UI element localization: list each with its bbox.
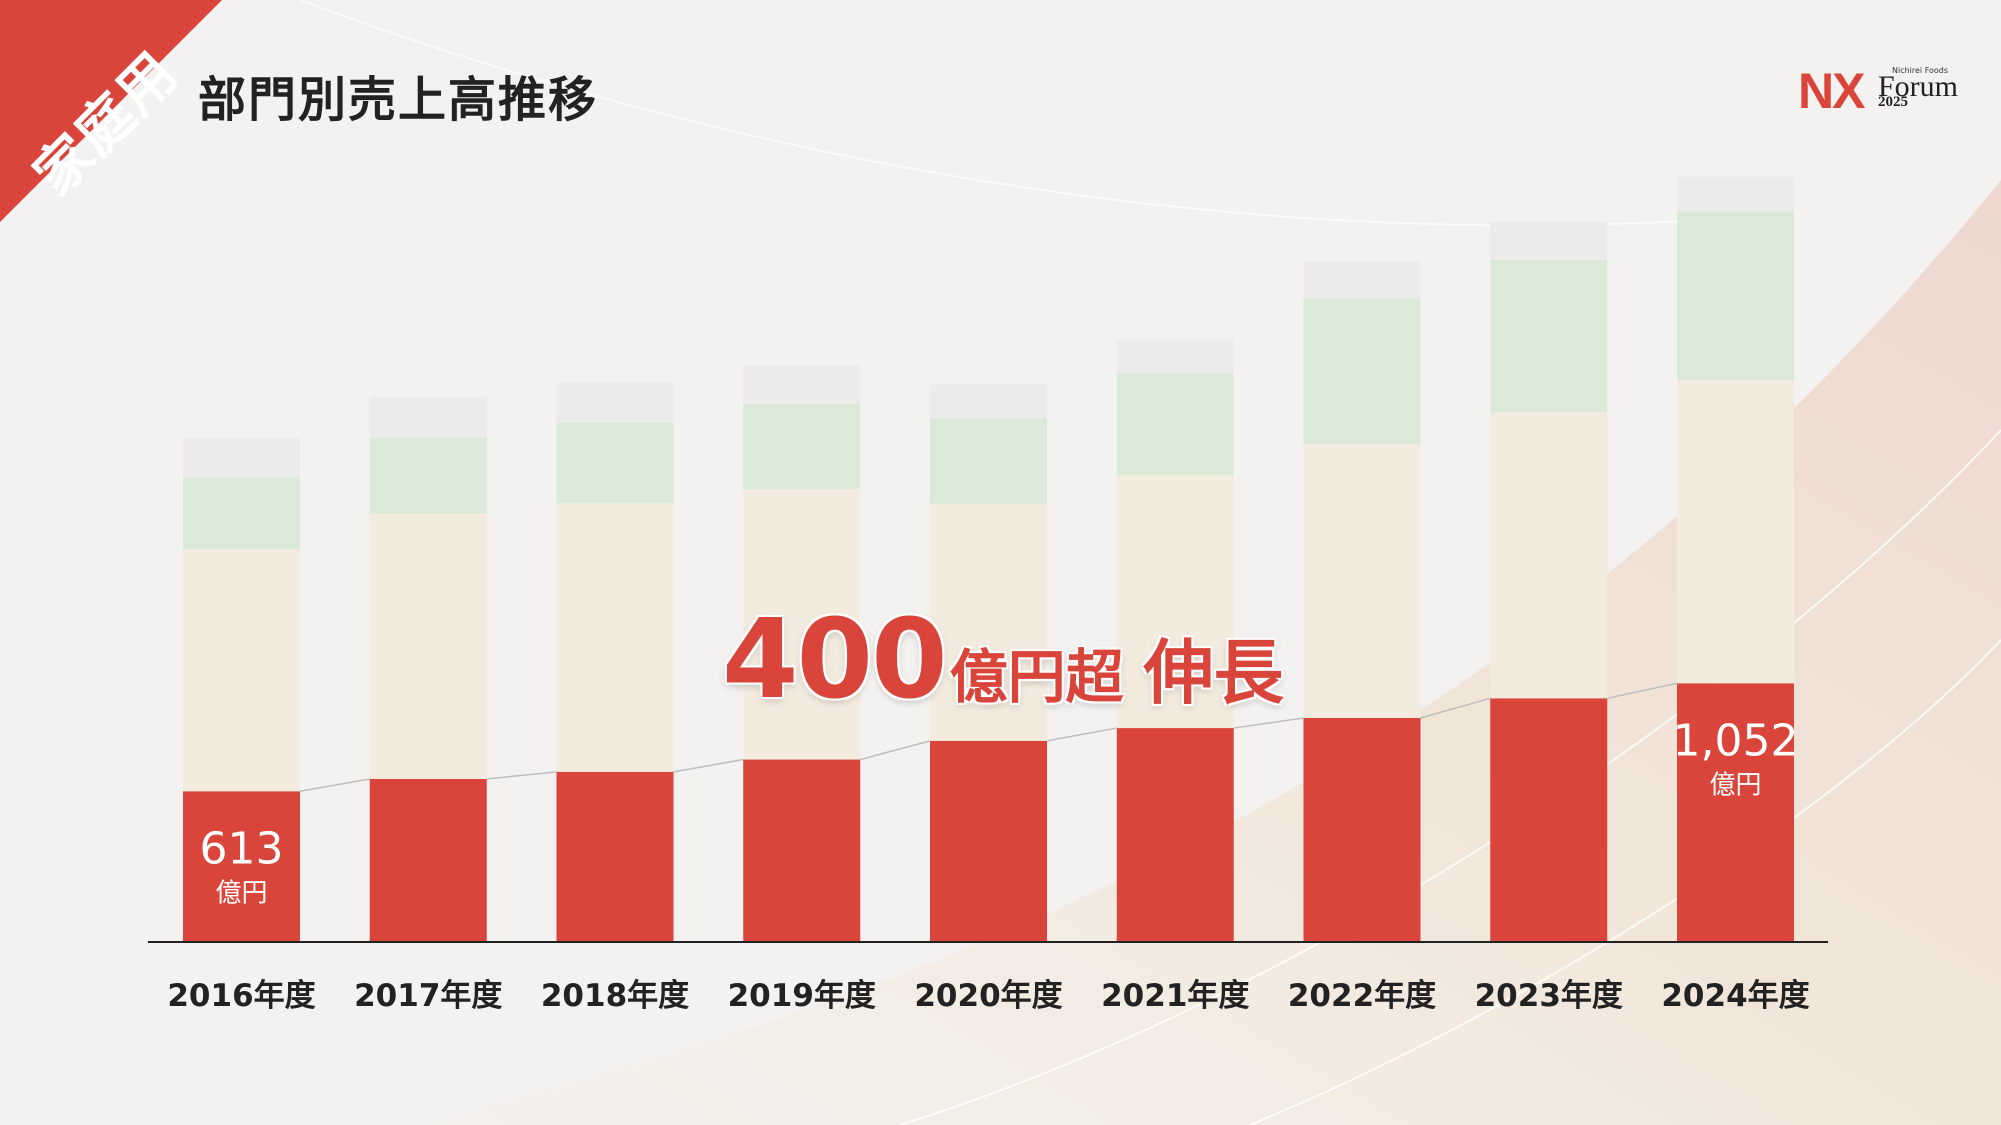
bar-seg-0-4: [930, 740, 1047, 942]
x-tick-label: 2017年度: [354, 978, 502, 1014]
trend-connector: [1046, 727, 1117, 742]
bar-seg-2-1: [369, 437, 487, 514]
data-label-value: 1,052: [1673, 715, 1799, 766]
trend-connector: [860, 740, 931, 761]
x-tick-label: 2022年度: [1288, 978, 1436, 1014]
x-tick-label: 2021年度: [1101, 978, 1249, 1014]
x-tick-label: 2023年度: [1475, 978, 1623, 1014]
trend-connector: [1233, 717, 1304, 729]
trend-connector: [1420, 697, 1491, 719]
bar-seg-3-3: [743, 365, 861, 404]
trend-connector: [673, 758, 744, 773]
bar-seg-3-2: [556, 382, 674, 423]
bar-seg-0-0: [183, 791, 300, 942]
logo-nx: NX: [1798, 63, 1865, 119]
bar-seg-0-6: [1303, 717, 1421, 942]
trend-connector: [486, 771, 557, 780]
x-tick-label: 2016年度: [167, 978, 315, 1014]
growth-number: 400: [722, 595, 948, 723]
bar-seg-0-5: [1116, 728, 1234, 942]
logo-brand: Nichirei Foods: [1892, 66, 1949, 75]
bar-seg-2-5: [1116, 373, 1234, 476]
bar-seg-1-2: [556, 503, 674, 772]
x-tick-label: 2024年度: [1661, 978, 1809, 1014]
bar-seg-1-4: [930, 503, 1047, 741]
bar-seg-0-3: [743, 759, 861, 942]
bar-seg-1-5: [1116, 475, 1234, 729]
data-label-unit: 億円: [1709, 770, 1761, 800]
bar-seg-1-6: [1303, 444, 1421, 718]
corner-ribbon: [0, 0, 222, 222]
bar-seg-0-2: [556, 771, 674, 942]
growth-unit: 億円超: [949, 643, 1124, 711]
bar-seg-1-3: [743, 489, 861, 760]
bar-seg-2-3: [743, 403, 861, 490]
data-label-value: 613: [200, 823, 284, 874]
bar-seg-3-1: [369, 396, 487, 438]
bar-seg-1-0: [183, 549, 300, 792]
x-tick-label: 2020年度: [914, 978, 1062, 1014]
x-tick-label: 2019年度: [728, 978, 876, 1014]
bar-seg-0-8: [1677, 683, 1794, 942]
logo-year: 2025: [1878, 94, 1908, 110]
trend-connector: [299, 778, 370, 793]
bar-seg-2-8: [1677, 211, 1794, 381]
bar-seg-1-8: [1677, 380, 1794, 684]
bar-seg-0-7: [1490, 698, 1608, 942]
bar-seg-2-0: [183, 477, 300, 550]
bar-seg-3-7: [1490, 222, 1608, 260]
x-tick-label: 2018年度: [541, 978, 689, 1014]
growth-text: 伸長: [1143, 632, 1284, 714]
bar-seg-3-6: [1303, 261, 1421, 299]
bar-seg-0-1: [369, 778, 487, 942]
bar-seg-3-0: [183, 438, 300, 478]
nx-forum-logo: NX Nichirei Foods Forum 2025: [1798, 62, 1959, 119]
data-label-unit: 億円: [215, 878, 267, 908]
bar-seg-1-7: [1490, 412, 1608, 699]
bar-seg-3-8: [1677, 176, 1794, 212]
growth-headline: 400億円超 伸長: [722, 595, 1284, 723]
trend-connector: [1607, 682, 1678, 700]
bar-seg-3-4: [930, 384, 1047, 419]
logo-forum: Forum: [1878, 70, 1959, 103]
bar-seg-2-6: [1303, 298, 1421, 445]
bar-seg-2-4: [930, 418, 1047, 504]
bar-seg-1-1: [369, 513, 487, 779]
bar-seg-3-5: [1116, 339, 1234, 374]
page-title: 部門別売上高推移: [198, 72, 599, 128]
bar-seg-2-7: [1490, 259, 1608, 413]
bar-seg-2-2: [556, 422, 674, 504]
